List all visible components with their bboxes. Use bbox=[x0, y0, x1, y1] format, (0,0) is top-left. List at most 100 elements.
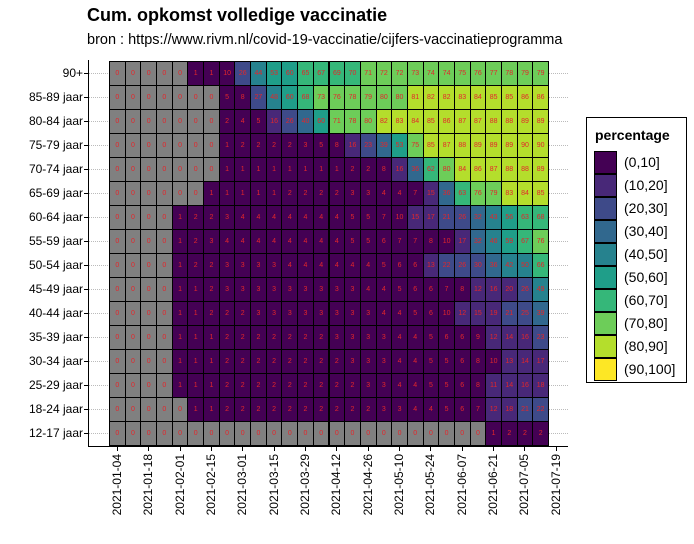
heatmap-cell: 83 bbox=[453, 85, 471, 110]
heatmap-cell: 2 bbox=[312, 349, 330, 374]
heatmap-cell: 1 bbox=[187, 301, 205, 326]
heatmap-cell: 0 bbox=[124, 229, 142, 254]
heatmap-cell: 0 bbox=[156, 109, 173, 134]
heatmap-cell: 8 bbox=[328, 133, 346, 158]
heatmap-cell: 68 bbox=[532, 205, 549, 230]
heatmap-cell: 89 bbox=[532, 157, 549, 182]
heatmap-cell: 0 bbox=[375, 421, 393, 446]
heatmap-cell: 1 bbox=[234, 181, 252, 206]
heatmap-cell: 4 bbox=[406, 349, 424, 374]
heatmap-cell: 7 bbox=[406, 229, 424, 254]
heatmap-cell: 0 bbox=[344, 421, 361, 446]
heatmap-cell: 0 bbox=[124, 301, 142, 326]
y-tick bbox=[84, 97, 88, 98]
x-tick bbox=[274, 447, 275, 451]
legend-swatch bbox=[594, 220, 617, 243]
heatmap-cell: 2 bbox=[500, 421, 518, 446]
heatmap-cell: 4 bbox=[297, 229, 314, 254]
heatmap-cell: 0 bbox=[203, 157, 220, 182]
legend-label: (90,100] bbox=[624, 361, 676, 377]
heatmap-cell: 0 bbox=[109, 85, 126, 110]
heatmap-cell: 0 bbox=[140, 85, 158, 110]
heatmap-cell: 0 bbox=[140, 349, 158, 374]
heatmap-cell: 62 bbox=[422, 157, 440, 182]
heatmap-cell: 67 bbox=[312, 61, 330, 86]
heatmap-cell: 1 bbox=[187, 61, 205, 86]
heatmap-cell: 1 bbox=[312, 157, 330, 182]
heatmap-cell: 2 bbox=[297, 397, 314, 422]
x-tick-label: 2021-06-21 bbox=[486, 454, 500, 516]
heatmap-cell: 1 bbox=[171, 229, 189, 254]
heatmap-cell: 59 bbox=[500, 229, 518, 254]
heatmap-cell: 6 bbox=[438, 325, 455, 350]
heatmap-cell: 90 bbox=[516, 133, 534, 158]
heatmap-cell: 84 bbox=[453, 157, 471, 182]
heatmap-cell: 1 bbox=[171, 205, 189, 230]
heatmap-cell: 4 bbox=[281, 229, 299, 254]
heatmap-cell: 5 bbox=[359, 229, 377, 254]
heatmap-cell: 4 bbox=[344, 253, 361, 278]
y-tick bbox=[84, 289, 88, 290]
heatmap-cell: 4 bbox=[281, 253, 299, 278]
heatmap-cell: 5 bbox=[250, 109, 267, 134]
heatmap-cell: 1 bbox=[265, 181, 283, 206]
heatmap-cell: 4 bbox=[328, 205, 346, 230]
heatmap-cell: 0 bbox=[140, 325, 158, 350]
heatmap-cell: 71 bbox=[359, 61, 377, 86]
heatmap-cell: 0 bbox=[438, 421, 455, 446]
x-tick bbox=[399, 447, 400, 451]
heatmap-cell: 87 bbox=[485, 157, 502, 182]
heatmap-cell: 89 bbox=[469, 133, 487, 158]
heatmap-cell: 0 bbox=[124, 421, 142, 446]
heatmap-cell: 6 bbox=[453, 373, 471, 398]
heatmap-cell: 2 bbox=[328, 349, 346, 374]
y-tick bbox=[84, 121, 88, 122]
heatmap-cell: 4 bbox=[312, 253, 330, 278]
heatmap-cell: 0 bbox=[203, 109, 220, 134]
heatmap-cell: 2 bbox=[297, 349, 314, 374]
heatmap-cell: 73 bbox=[406, 61, 424, 86]
heatmap-cell: 26 bbox=[453, 205, 471, 230]
heatmap-cell: 0 bbox=[109, 61, 126, 86]
x-tick bbox=[336, 447, 337, 451]
heatmap-cell: 18 bbox=[500, 397, 518, 422]
legend-label: (80,90] bbox=[624, 338, 668, 354]
heatmap-cell: 2 bbox=[532, 421, 549, 446]
heatmap-cell: 0 bbox=[140, 109, 158, 134]
y-tick bbox=[84, 73, 88, 74]
heatmap-cell: 72 bbox=[375, 61, 393, 86]
y-tick bbox=[84, 145, 88, 146]
heatmap-cell: 2 bbox=[281, 181, 299, 206]
heatmap-cell: 2 bbox=[250, 325, 267, 350]
x-tick-label: 2021-03-15 bbox=[267, 454, 281, 516]
heatmap-cell: 0 bbox=[109, 181, 126, 206]
heatmap-cell: 20 bbox=[500, 277, 518, 302]
heatmap-cell: 4 bbox=[328, 229, 346, 254]
heatmap-cell: 86 bbox=[532, 85, 549, 110]
heatmap-cell: 2 bbox=[297, 373, 314, 398]
heatmap-cell: 48 bbox=[265, 85, 283, 110]
heatmap-cell: 2 bbox=[234, 397, 252, 422]
heatmap-cell: 0 bbox=[140, 397, 158, 422]
x-tick-label: 2021-03-01 bbox=[235, 454, 249, 516]
heatmap-cell: 4 bbox=[391, 325, 408, 350]
heatmap-cell: 0 bbox=[124, 253, 142, 278]
heatmap-cell: 0 bbox=[140, 61, 158, 86]
heatmap-cell: 2 bbox=[265, 133, 283, 158]
x-tick-label: 2021-04-12 bbox=[329, 454, 343, 516]
heatmap-cell: 50 bbox=[516, 253, 534, 278]
heatmap-cell: 6 bbox=[453, 325, 471, 350]
heatmap-cell: 2 bbox=[265, 397, 283, 422]
heatmap-cell: 4 bbox=[406, 397, 424, 422]
heatmap-cell: 4 bbox=[250, 229, 267, 254]
heatmap-cell: 10 bbox=[438, 229, 455, 254]
heatmap-cell: 87 bbox=[469, 109, 487, 134]
heatmap-cell: 4 bbox=[281, 205, 299, 230]
heatmap-cell: 7 bbox=[406, 181, 424, 206]
heatmap-cell: 2 bbox=[297, 325, 314, 350]
heatmap-cell: 0 bbox=[156, 325, 173, 350]
heatmap-cell: 0 bbox=[156, 397, 173, 422]
heatmap-cell: 2 bbox=[344, 373, 361, 398]
heatmap-cell: 73 bbox=[312, 85, 330, 110]
heatmap-cell: 0 bbox=[109, 349, 126, 374]
